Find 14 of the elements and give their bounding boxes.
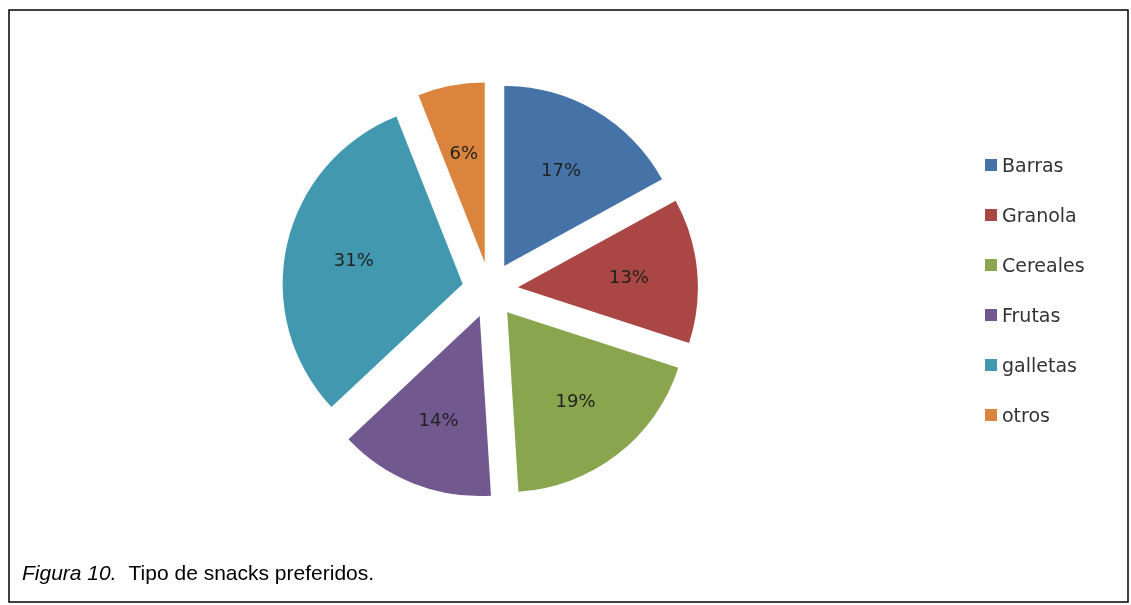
legend-label: Cereales — [1002, 254, 1085, 276]
data-label: 17% — [541, 159, 582, 181]
data-label: 14% — [418, 409, 459, 431]
text: Tipo de snacks preferidos. — [128, 561, 375, 584]
data-label: 19% — [555, 389, 596, 411]
text: Figura 10. — [22, 561, 117, 584]
legend-label: Granola — [1002, 204, 1077, 226]
data-label: 13% — [608, 266, 649, 288]
data-label: 31% — [333, 249, 374, 271]
legend-label: galletas — [1002, 354, 1077, 376]
legend-label: Barras — [1002, 154, 1064, 176]
legend-label: otros — [1002, 404, 1050, 426]
legend-label: Frutas — [1002, 304, 1061, 326]
data-label: 6% — [449, 142, 479, 164]
